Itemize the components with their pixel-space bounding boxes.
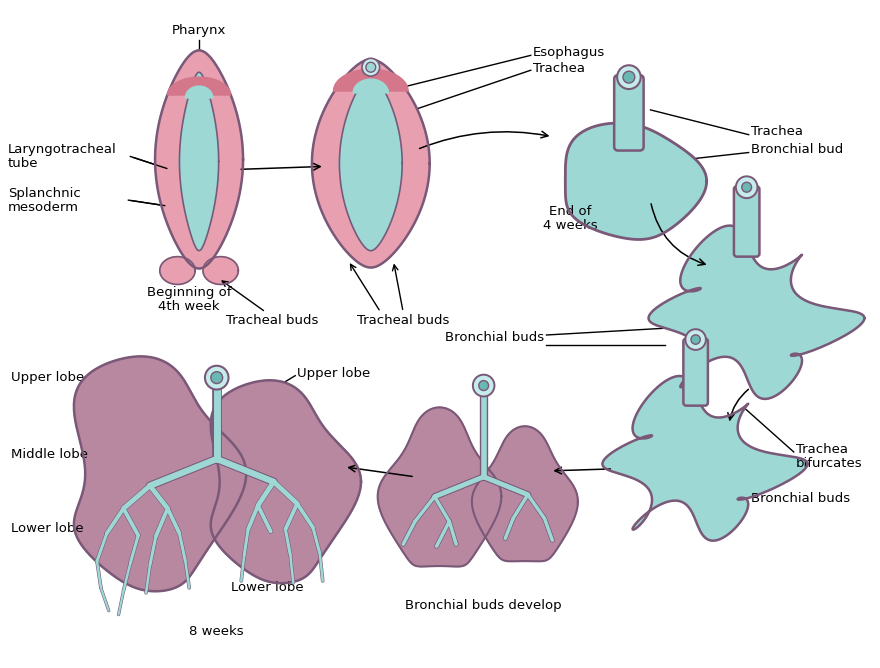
FancyBboxPatch shape <box>734 186 759 257</box>
Text: 4th week: 4th week <box>158 300 220 313</box>
Text: mesoderm: mesoderm <box>8 200 78 214</box>
Text: Upper lobe: Upper lobe <box>297 367 370 380</box>
Polygon shape <box>603 376 808 540</box>
Polygon shape <box>155 50 243 269</box>
Polygon shape <box>334 69 408 91</box>
Circle shape <box>617 65 641 89</box>
Text: Trachea: Trachea <box>751 125 803 138</box>
Circle shape <box>479 381 488 391</box>
Circle shape <box>205 366 229 389</box>
Text: Tracheal buds: Tracheal buds <box>357 313 450 327</box>
Text: End of: End of <box>549 204 591 218</box>
Circle shape <box>742 182 752 192</box>
Polygon shape <box>168 77 231 95</box>
Text: Lower lobe: Lower lobe <box>231 581 304 595</box>
Polygon shape <box>74 356 246 591</box>
Circle shape <box>362 58 379 76</box>
Polygon shape <box>203 257 238 285</box>
Text: Bronchial bud: Bronchial bud <box>751 143 843 156</box>
Circle shape <box>686 329 706 350</box>
Circle shape <box>473 375 495 397</box>
Polygon shape <box>565 123 707 240</box>
Polygon shape <box>340 76 402 250</box>
FancyBboxPatch shape <box>684 339 708 405</box>
Circle shape <box>691 335 700 344</box>
Text: Esophagus: Esophagus <box>532 46 605 59</box>
Text: Middle lobe: Middle lobe <box>11 448 88 462</box>
Text: Bronchial buds: Bronchial buds <box>445 331 545 345</box>
Text: Bronchial buds: Bronchial buds <box>751 492 850 505</box>
Text: bifurcates: bifurcates <box>796 458 862 470</box>
Polygon shape <box>312 59 429 268</box>
Text: Splanchnic: Splanchnic <box>8 186 80 200</box>
Circle shape <box>736 176 758 198</box>
Text: Tracheal buds: Tracheal buds <box>226 313 319 327</box>
Polygon shape <box>353 79 388 93</box>
Text: Pharynx: Pharynx <box>172 24 226 37</box>
Polygon shape <box>180 72 219 251</box>
Circle shape <box>211 371 223 383</box>
Polygon shape <box>210 380 361 583</box>
Polygon shape <box>160 257 195 285</box>
Text: Lower lobe: Lower lobe <box>11 522 84 535</box>
Polygon shape <box>186 86 213 98</box>
Text: Bronchial buds develop: Bronchial buds develop <box>406 599 562 612</box>
Circle shape <box>623 71 634 83</box>
Text: Upper lobe: Upper lobe <box>11 371 84 384</box>
Polygon shape <box>472 426 578 561</box>
Text: Beginning of: Beginning of <box>147 286 231 299</box>
Text: 8 weeks: 8 weeks <box>189 625 244 638</box>
Text: Laryngotracheal: Laryngotracheal <box>8 143 116 156</box>
FancyBboxPatch shape <box>614 75 643 150</box>
Text: tube: tube <box>8 157 38 170</box>
Polygon shape <box>649 226 864 399</box>
Text: Trachea: Trachea <box>796 442 847 456</box>
Polygon shape <box>378 407 502 566</box>
Circle shape <box>366 62 376 72</box>
Text: Trachea: Trachea <box>532 61 584 75</box>
Text: 4 weeks: 4 weeks <box>543 219 598 232</box>
